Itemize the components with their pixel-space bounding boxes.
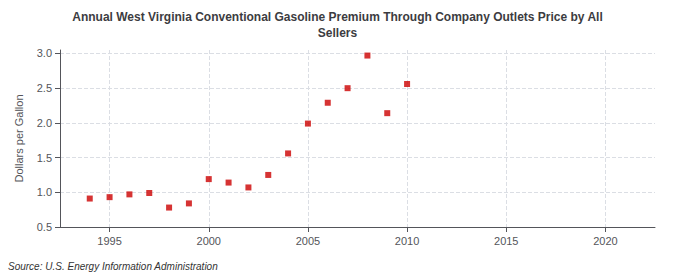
svg-text:1.0: 1.0 — [37, 186, 52, 198]
svg-text:0.5: 0.5 — [37, 221, 52, 233]
svg-text:Source: U.S. Energy Informatio: Source: U.S. Energy Information Administ… — [8, 261, 218, 272]
svg-text:Dollars per Gallon: Dollars per Gallon — [13, 94, 25, 182]
svg-text:2.5: 2.5 — [37, 82, 52, 94]
svg-text:Annual West Virginia Conventio: Annual West Virginia Conventional Gasoli… — [72, 10, 603, 24]
svg-text:2015: 2015 — [494, 235, 518, 247]
svg-text:Sellers: Sellers — [318, 26, 358, 40]
svg-text:1.5: 1.5 — [37, 152, 52, 164]
svg-text:3.0: 3.0 — [37, 47, 52, 59]
svg-text:2020: 2020 — [593, 235, 617, 247]
svg-text:1995: 1995 — [97, 235, 121, 247]
svg-text:2.0: 2.0 — [37, 117, 52, 129]
svg-text:2000: 2000 — [197, 235, 221, 247]
svg-text:2010: 2010 — [395, 235, 419, 247]
svg-text:2005: 2005 — [296, 235, 320, 247]
